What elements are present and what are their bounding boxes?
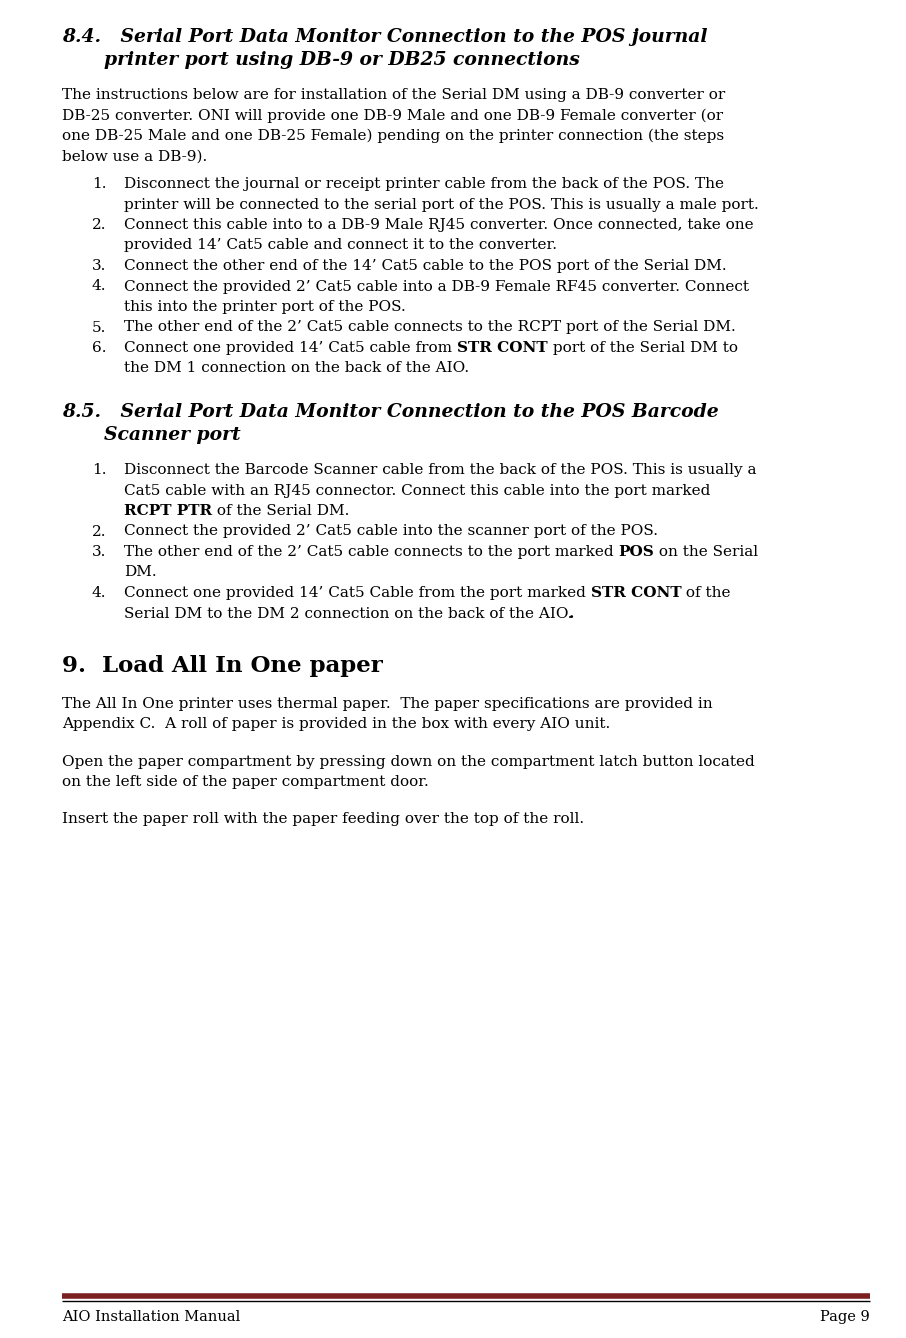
Text: printer will be connected to the serial port of the POS. This is usually a male : printer will be connected to the serial … (124, 198, 758, 211)
Text: 4.: 4. (92, 280, 107, 293)
Text: Connect the provided 2’ Cat5 cable into a DB-9 Female RF45 converter. Connect: Connect the provided 2’ Cat5 cable into … (124, 280, 749, 293)
Text: Open the paper compartment by pressing down on the compartment latch button loca: Open the paper compartment by pressing d… (62, 755, 755, 768)
Text: this into the printer port of the POS.: this into the printer port of the POS. (124, 300, 406, 314)
Text: The instructions below are for installation of the Serial DM using a DB-9 conver: The instructions below are for installat… (62, 88, 725, 102)
Text: 2.: 2. (92, 218, 107, 231)
Text: The other end of the 2’ Cat5 cable connects to the port marked: The other end of the 2’ Cat5 cable conne… (124, 545, 619, 559)
Text: Connect this cable into to a DB-9 Male RJ45 converter. Once connected, take one: Connect this cable into to a DB-9 Male R… (124, 218, 754, 231)
Text: 6.: 6. (92, 341, 107, 355)
Text: 9.  Load All In One paper: 9. Load All In One paper (62, 656, 382, 677)
Text: Connect one provided 14’ Cat5 cable from: Connect one provided 14’ Cat5 cable from (124, 341, 457, 355)
Text: RCPT PTR: RCPT PTR (124, 504, 212, 518)
Text: DB-25 converter. ONI will provide one DB-9 Male and one DB-9 Female converter (o: DB-25 converter. ONI will provide one DB… (62, 108, 723, 123)
Text: Scanner port: Scanner port (104, 425, 241, 444)
Text: one DB-25 Male and one DB-25 Female) pending on the printer connection (the step: one DB-25 Male and one DB-25 Female) pen… (62, 128, 724, 143)
Text: The other end of the 2’ Cat5 cable connects to the RCPT port of the Serial DM.: The other end of the 2’ Cat5 cable conne… (124, 321, 736, 334)
Text: Connect one provided 14’ Cat5 Cable from the port marked: Connect one provided 14’ Cat5 Cable from… (124, 586, 591, 599)
Text: POS: POS (619, 545, 654, 559)
Text: on the left side of the paper compartment door.: on the left side of the paper compartmen… (62, 775, 429, 789)
Text: the DM 1 connection on the back of the AIO.: the DM 1 connection on the back of the A… (124, 361, 469, 376)
Text: 3.: 3. (92, 260, 106, 273)
Text: Appendix C.  A roll of paper is provided in the box with every AIO unit.: Appendix C. A roll of paper is provided … (62, 717, 611, 732)
Text: 1.: 1. (92, 177, 107, 191)
Text: Cat5 cable with an RJ45 connector. Connect this cable into the port marked: Cat5 cable with an RJ45 connector. Conne… (124, 483, 710, 498)
Text: The All In One printer uses thermal paper.  The paper specifications are provide: The All In One printer uses thermal pape… (62, 697, 713, 710)
Text: 3.: 3. (92, 545, 106, 559)
Text: .: . (568, 606, 573, 621)
Text: on the Serial: on the Serial (654, 545, 758, 559)
Text: 8.5.   Serial Port Data Monitor Connection to the POS Barcode: 8.5. Serial Port Data Monitor Connection… (62, 403, 718, 421)
Text: 4.: 4. (92, 586, 107, 599)
Text: of the: of the (681, 586, 731, 599)
Text: below use a DB-9).: below use a DB-9). (62, 150, 207, 163)
Text: of the Serial DM.: of the Serial DM. (212, 504, 350, 518)
Text: 5.: 5. (92, 321, 106, 334)
Text: AIO Installation Manual: AIO Installation Manual (62, 1310, 240, 1325)
Text: Disconnect the Barcode Scanner cable from the back of the POS. This is usually a: Disconnect the Barcode Scanner cable fro… (124, 463, 757, 478)
Text: printer port using DB-9 or DB25 connections: printer port using DB-9 or DB25 connecti… (104, 51, 580, 70)
Text: Disconnect the journal or receipt printer cable from the back of the POS. The: Disconnect the journal or receipt printe… (124, 177, 724, 191)
Text: STR CONT: STR CONT (591, 586, 681, 599)
Text: Connect the other end of the 14’ Cat5 cable to the POS port of the Serial DM.: Connect the other end of the 14’ Cat5 ca… (124, 260, 727, 273)
Text: 1.: 1. (92, 463, 107, 478)
Text: STR CONT: STR CONT (457, 341, 547, 355)
Text: DM.: DM. (124, 566, 157, 579)
Text: 8.4.   Serial Port Data Monitor Connection to the POS journal: 8.4. Serial Port Data Monitor Connection… (62, 28, 708, 45)
Text: Connect the provided 2’ Cat5 cable into the scanner port of the POS.: Connect the provided 2’ Cat5 cable into … (124, 524, 658, 538)
Text: Page 9: Page 9 (820, 1310, 870, 1325)
Text: Insert the paper roll with the paper feeding over the top of the roll.: Insert the paper roll with the paper fee… (62, 812, 584, 827)
Text: 2.: 2. (92, 524, 107, 538)
Text: port of the Serial DM to: port of the Serial DM to (547, 341, 737, 355)
Text: provided 14’ Cat5 cable and connect it to the converter.: provided 14’ Cat5 cable and connect it t… (124, 238, 557, 253)
Text: Serial DM to the DM 2 connection on the back of the AIO.: Serial DM to the DM 2 connection on the … (124, 606, 573, 621)
